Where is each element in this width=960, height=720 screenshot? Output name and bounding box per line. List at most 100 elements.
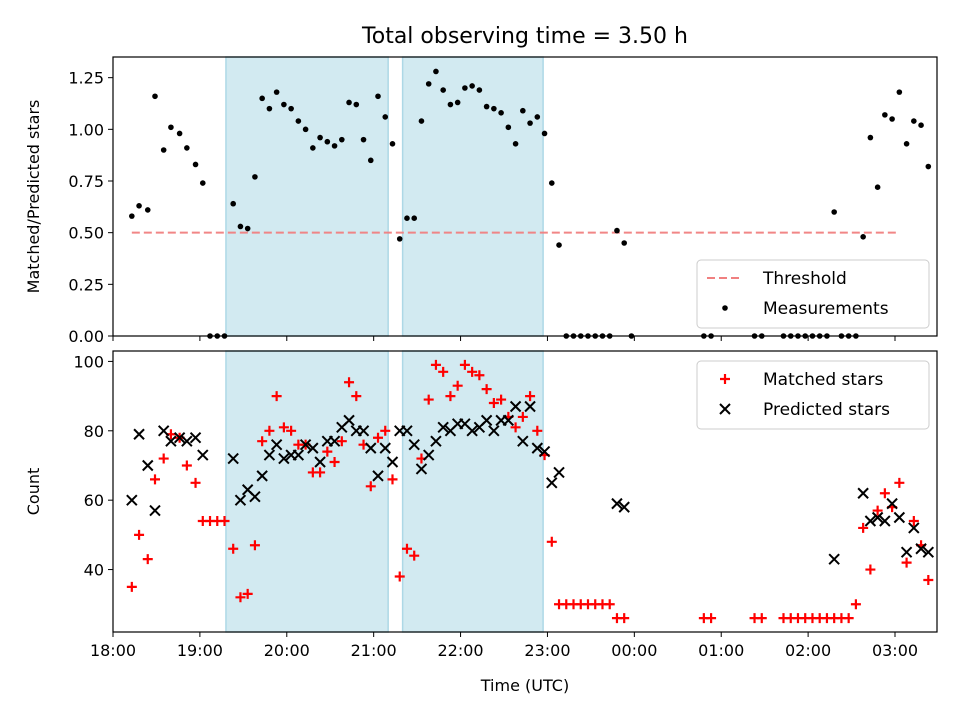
measurement-point <box>454 99 461 106</box>
measurement-point <box>360 136 367 143</box>
predicted-star-point <box>256 470 268 482</box>
measurement-point <box>266 105 273 112</box>
matched-star-point <box>249 540 260 551</box>
matched-star-point <box>488 398 499 409</box>
predicted-star-point <box>524 400 536 413</box>
measurement-point <box>136 203 142 209</box>
measurement-point <box>447 101 454 108</box>
matched-star-point <box>219 515 230 526</box>
measurement-point <box>259 95 265 102</box>
predicted-star-point <box>165 435 177 447</box>
bottom-panel-counts: 40 60 80 100 18:00 19:00 20:00 21:00 22:00 23:00 0… <box>24 350 938 660</box>
predicted-star-point <box>227 452 239 465</box>
measurement-point <box>520 107 526 114</box>
matched-star-point <box>149 474 160 485</box>
matched-star-point <box>481 384 492 395</box>
measurement-point <box>911 118 917 124</box>
matched-star-point <box>126 581 137 592</box>
x-tick-label: 21:00 <box>351 641 397 660</box>
legend-label: Predicted stars <box>763 400 890 420</box>
measurement-point <box>252 174 258 180</box>
measurement-point <box>498 110 504 116</box>
matched-star-point <box>278 422 289 433</box>
predicted-star-point <box>502 414 515 427</box>
measurement-point <box>367 157 374 164</box>
measurement-point <box>396 236 403 242</box>
matched-star-point <box>872 505 883 516</box>
legend-matched-swatch <box>720 374 730 384</box>
matched-star-point <box>286 425 297 436</box>
measurement-point <box>160 147 167 153</box>
measurement-point <box>404 215 410 221</box>
matched-star-point <box>850 599 861 610</box>
matched-star-point <box>452 380 463 391</box>
measurement-point <box>512 141 519 147</box>
predicted-star-point <box>142 459 154 472</box>
measurement-point <box>288 105 294 112</box>
measurement-point <box>556 242 562 248</box>
matched-star-point <box>496 394 507 405</box>
measurement-point <box>382 114 389 120</box>
y-tick-label: 80 <box>84 422 104 441</box>
predicted-star-point <box>328 435 341 447</box>
matched-star-point <box>394 571 405 582</box>
measurement-point <box>874 184 881 190</box>
x-tick-label: 23:00 <box>524 641 570 660</box>
predicted-star-point <box>437 421 449 434</box>
y-axis-label: Matched/Predicted stars <box>24 100 43 294</box>
matched-star-point <box>517 411 528 422</box>
matched-star-point <box>235 592 246 603</box>
predicted-star-point <box>149 504 161 517</box>
measurement-point <box>281 101 287 108</box>
measurement-point <box>418 118 425 124</box>
axes-frame <box>112 350 938 633</box>
measurement-point <box>375 93 381 100</box>
matched-star-point <box>242 588 253 599</box>
matched-star-point <box>409 550 420 561</box>
y-tick-label: 0.25 <box>68 275 104 294</box>
legend-box <box>696 259 930 329</box>
predicted-star-point <box>517 435 529 447</box>
predicted-star-point <box>357 425 370 437</box>
predicted-star-point <box>365 442 377 454</box>
predicted-star-point <box>509 400 522 413</box>
measurement-point <box>152 93 158 100</box>
measurement-point <box>440 87 446 93</box>
predicted-star-point <box>915 543 927 555</box>
y-tick-label: 0.50 <box>68 224 104 243</box>
matched-star-point <box>706 613 717 624</box>
predicted-star-point <box>422 449 435 461</box>
measurement-point <box>925 163 932 170</box>
measurement-point <box>302 126 309 133</box>
matched-star-point <box>474 370 485 381</box>
predicted-star-point <box>197 449 209 461</box>
predicted-star-point <box>618 501 630 513</box>
measurement-point <box>192 161 199 168</box>
matched-star-point <box>445 391 456 402</box>
predicted-star-point <box>292 449 305 461</box>
matched-star-point <box>344 377 355 388</box>
matched-star-point <box>158 453 169 464</box>
measurement-point <box>621 240 627 246</box>
measurement-point <box>389 141 396 147</box>
measurement-point <box>346 99 352 106</box>
predicted-star-point <box>864 515 877 527</box>
matched-star-point <box>315 467 326 478</box>
matched-star-point <box>858 522 869 533</box>
shaded-interval <box>401 56 544 337</box>
predicted-star-point <box>157 425 170 437</box>
predicted-star-point <box>278 452 290 465</box>
chart-title: Total observing time = 3.50 h <box>361 24 688 49</box>
predicted-star-point <box>546 477 558 489</box>
measurement-point <box>462 85 468 91</box>
predicted-star-point <box>189 432 202 444</box>
measurement-point <box>896 89 903 95</box>
y-tick-label: 1.25 <box>68 69 104 88</box>
predicted-star-point <box>372 470 384 482</box>
matched-star-point <box>181 460 192 471</box>
measurement-point <box>882 112 888 118</box>
matched-star-point <box>271 391 282 402</box>
predicted-star-point <box>181 435 193 447</box>
measurement-point <box>230 200 236 207</box>
